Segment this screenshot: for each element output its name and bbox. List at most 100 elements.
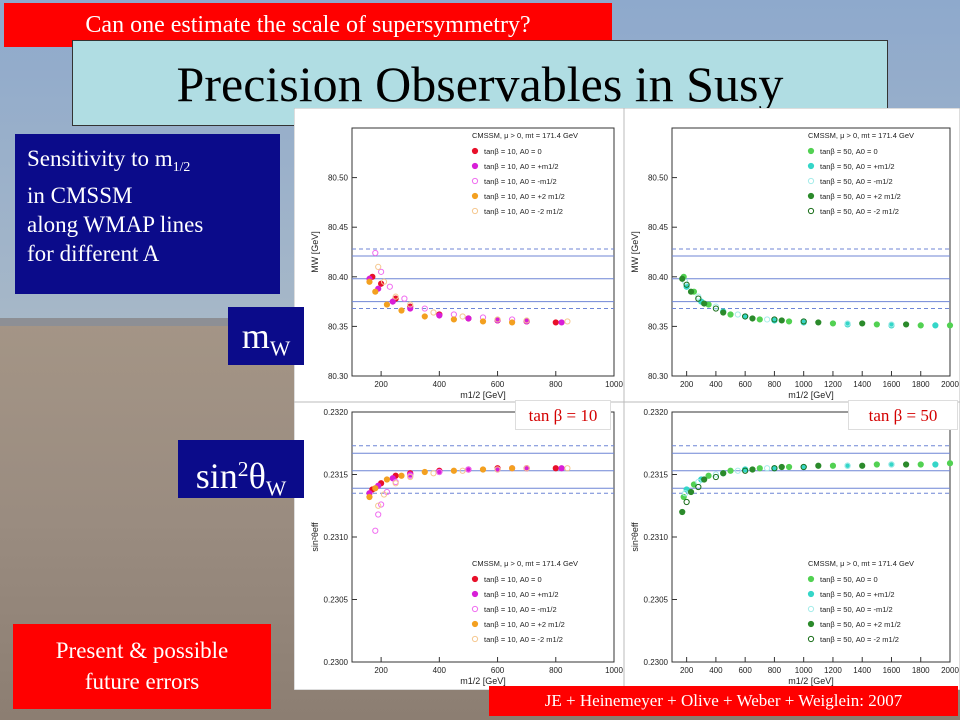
data-point (552, 465, 559, 472)
legend-marker (807, 605, 815, 613)
chart-panel-bottom-right: 0.2300 0.2305 0.2310 0.2315 0.2320 200 400 600 8… (623, 401, 960, 690)
legend-entry: tanβ = 50, A0 = -2 m1/2 (820, 207, 899, 216)
legend-entry: tanβ = 10, A0 = 0 (484, 147, 542, 156)
data-point (386, 283, 393, 290)
x-tick-label: 1000 (605, 666, 623, 675)
legend-marker (471, 605, 479, 613)
data-point (372, 527, 379, 534)
x-tick-label: 400 (709, 666, 723, 675)
legend-title: CMSSM, μ > 0, mt = 171.4 GeV (472, 559, 578, 568)
x-axis-label: m1/2 [GeV] (460, 390, 506, 400)
panel-background (294, 401, 625, 690)
legend-title: CMSSM, μ > 0, mt = 171.4 GeV (472, 131, 578, 140)
x-tick-label: 200 (680, 666, 694, 675)
data-point (389, 298, 396, 305)
data-point (712, 473, 719, 481)
data-point (459, 313, 466, 320)
data-point (378, 268, 385, 275)
x-tick-label: 200 (680, 380, 694, 389)
data-point (844, 462, 851, 469)
legend-entry: tanβ = 10, A0 = +2 m1/2 (484, 192, 565, 201)
data-point (712, 471, 719, 478)
x-tick-label: 1400 (853, 666, 871, 675)
data-point (844, 320, 851, 327)
y-tick-label: 0.2310 (644, 533, 669, 542)
panel-background (623, 401, 960, 690)
data-point (459, 467, 466, 474)
x-tick-label: 400 (709, 380, 723, 389)
data-point (917, 461, 924, 468)
x-tick-label: 1200 (824, 666, 842, 675)
x-axis-label: m1/2 [GeV] (460, 676, 506, 686)
legend-marker (807, 177, 815, 185)
data-point (712, 305, 719, 312)
data-point (392, 480, 399, 487)
legend-entry: tanβ = 50, A0 = -2 m1/2 (820, 635, 899, 644)
x-tick-label: 1600 (883, 380, 901, 389)
tanbeta-50-label: tan β = 50 (848, 400, 958, 430)
data-point (932, 322, 939, 329)
data-point (756, 465, 763, 472)
data-point (375, 263, 382, 270)
data-point (450, 467, 457, 474)
x-axis-label: m1/2 [GeV] (788, 390, 834, 400)
plots-panel: 80.30 80.35 80.40 80.45 80.50 200 400 600 800 100… (294, 108, 960, 690)
y-axis-label: MW [GeV] (630, 231, 640, 273)
data-point (683, 498, 690, 506)
data-point (727, 467, 734, 474)
data-point (903, 321, 910, 328)
data-point (392, 293, 399, 300)
data-point (683, 281, 690, 288)
data-point (695, 483, 702, 491)
x-tick-label: 600 (738, 380, 752, 389)
data-point (778, 463, 785, 471)
sensitivity-line-3: along WMAP lines (27, 211, 204, 237)
data-point (383, 301, 391, 308)
data-point (375, 511, 382, 518)
data-point (366, 278, 373, 285)
y-tick-label: 0.2320 (644, 408, 669, 417)
data-point (465, 315, 472, 322)
data-point (380, 491, 388, 498)
data-point (523, 465, 530, 472)
data-point (494, 466, 501, 473)
data-point (749, 466, 756, 473)
y-axis-label: MW [GeV] (310, 231, 320, 273)
chart-panel-top-left: 80.30 80.35 80.40 80.45 80.50 200 400 600 800 100… (294, 108, 625, 403)
legend-marker (807, 635, 815, 643)
y-tick-label: 0.2300 (324, 658, 349, 667)
data-point (946, 460, 954, 467)
data-point (742, 313, 749, 320)
data-point (366, 493, 373, 501)
legend-entry: tanβ = 50, A0 = +2 m1/2 (820, 620, 901, 629)
x-tick-label: 1800 (912, 380, 930, 389)
y-tick-label: 80.45 (328, 223, 349, 232)
data-point (720, 309, 727, 316)
data-point (771, 316, 778, 323)
legend-entry: tanβ = 50, A0 = +m1/2 (820, 590, 895, 599)
x-axis-label: m1/2 [GeV] (788, 676, 834, 686)
y-tick-label: 0.2305 (644, 596, 669, 605)
x-tick-label: 800 (549, 380, 563, 389)
legend-entry: tanβ = 50, A0 = 0 (820, 575, 878, 584)
legend-entry: tanβ = 50, A0 = -m1/2 (820, 177, 893, 186)
y-axis-label: sin²θeff (310, 522, 320, 552)
x-tick-label: 2000 (941, 380, 959, 389)
data-point (421, 313, 428, 320)
data-point (687, 288, 695, 295)
y-tick-label: 80.40 (328, 273, 349, 282)
y-tick-label: 80.50 (328, 174, 349, 183)
y-tick-label: 0.2310 (324, 533, 349, 542)
data-point (785, 318, 793, 325)
data-point (523, 317, 530, 324)
legend-entry: tanβ = 10, A0 = -m1/2 (484, 177, 557, 186)
x-tick-label: 600 (738, 666, 752, 675)
x-tick-label: 1600 (883, 666, 901, 675)
x-tick-label: 1800 (912, 666, 930, 675)
legend-entry: tanβ = 50, A0 = +m1/2 (820, 162, 895, 171)
question-banner: Can one estimate the scale of supersymme… (4, 3, 612, 47)
chart-panel-bottom-left: 0.2300 0.2305 0.2310 0.2315 0.2320 200 400 600 8… (294, 401, 625, 690)
legend-marker (807, 590, 815, 598)
data-point (695, 293, 702, 300)
legend-entry: tanβ = 10, A0 = +m1/2 (484, 162, 559, 171)
